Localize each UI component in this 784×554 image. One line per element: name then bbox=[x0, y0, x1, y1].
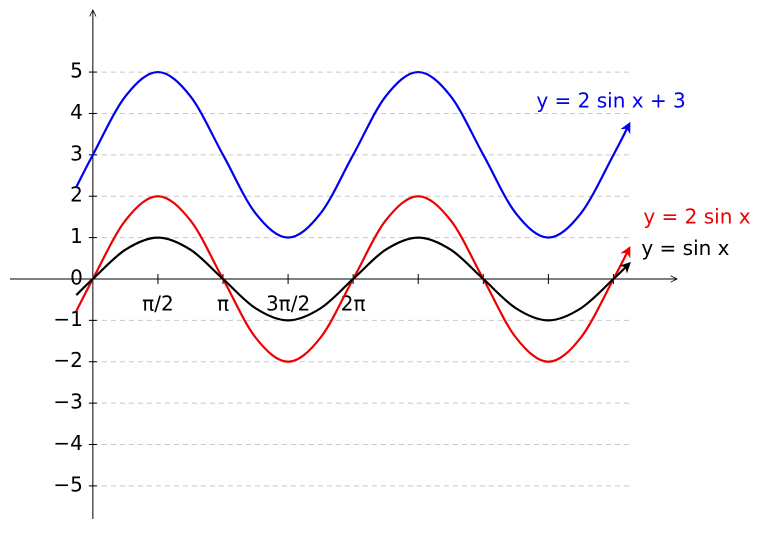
y-tick-label: 2 bbox=[70, 183, 83, 207]
curve-label: y = 2 sin x + 3 bbox=[536, 88, 685, 112]
y-tick-label: 0 bbox=[70, 265, 83, 289]
plot: y = 2 sin x + 3 y = 2 sin x y = sin x bbox=[75, 70, 751, 363]
y-tick-label: −1 bbox=[53, 307, 82, 331]
x-tick-label: π bbox=[217, 291, 229, 315]
x-tick-label: π/2 bbox=[142, 291, 174, 315]
y-tick-label: −4 bbox=[53, 431, 82, 455]
curve bbox=[75, 236, 631, 322]
y-tick-label: −3 bbox=[53, 390, 82, 414]
curve bbox=[75, 70, 631, 239]
y-tick-label: 5 bbox=[70, 59, 83, 83]
y-tick-label: 1 bbox=[70, 224, 83, 248]
y-tick-label: 3 bbox=[70, 141, 83, 165]
y-tick-label: 4 bbox=[70, 100, 83, 124]
curve-label: y = sin x bbox=[641, 236, 729, 260]
y-tick-label: −2 bbox=[53, 348, 82, 372]
curve-label: y = 2 sin x bbox=[643, 205, 750, 229]
y-tick-label: −5 bbox=[53, 472, 82, 496]
x-tick-label: 3π/2 bbox=[266, 291, 310, 315]
